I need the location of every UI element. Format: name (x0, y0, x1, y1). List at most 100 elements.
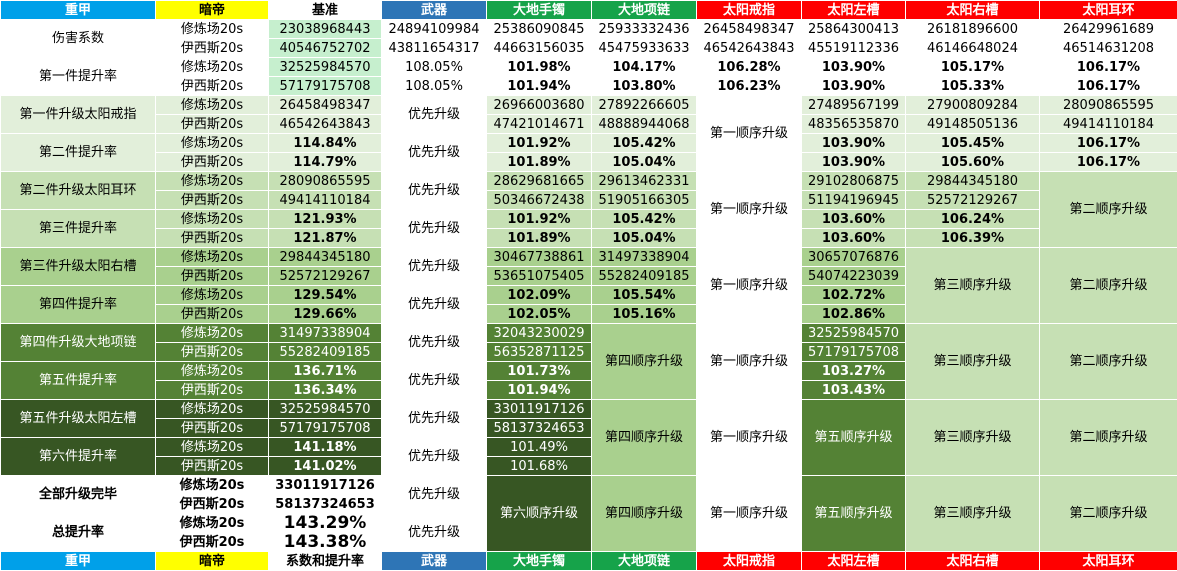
cell[interactable]: 105.45% (906, 134, 1040, 153)
cell[interactable]: 105.16% (592, 305, 697, 324)
cell[interactable]: 第三顺序升级 (906, 324, 1040, 400)
cell[interactable]: 106.17% (1040, 153, 1177, 172)
cell[interactable]: 102.72% (802, 286, 906, 305)
cell[interactable]: 23038968443 (269, 20, 382, 39)
cell[interactable]: 32043230029 (487, 324, 592, 343)
cell[interactable]: 103.80% (592, 77, 697, 96)
cell[interactable]: 第一顺序升级 (697, 400, 802, 476)
cell[interactable]: 第一顺序升级 (697, 324, 802, 400)
cell[interactable]: 51194196945 (802, 191, 906, 210)
cell[interactable]: 修炼场20s (156, 96, 269, 115)
cell[interactable]: 优先升级 (382, 362, 487, 400)
cell[interactable]: 伊西斯20s (156, 39, 269, 58)
header-cell[interactable]: 暗帝 (156, 1, 269, 20)
cell[interactable]: 26458498347 (269, 96, 382, 115)
cell[interactable]: 26966003680 (487, 96, 592, 115)
cell[interactable]: 修炼场20s (156, 362, 269, 381)
cell[interactable]: 优先升级 (382, 248, 487, 286)
cell[interactable]: 29844345180 (906, 172, 1040, 191)
cell[interactable]: 优先升级 (382, 172, 487, 210)
cell[interactable]: 44663156035 (487, 39, 592, 58)
row-label[interactable]: 第二件升级太阳耳环 (1, 172, 156, 210)
cell[interactable]: 25864300413 (802, 20, 906, 39)
cell[interactable]: 31497338904 (592, 248, 697, 267)
cell[interactable]: 第一顺序升级 (697, 248, 802, 324)
cell[interactable]: 103.27% (802, 362, 906, 381)
header-cell[interactable]: 重甲 (1, 1, 156, 20)
cell[interactable]: 103.90% (802, 153, 906, 172)
cell[interactable]: 29844345180 (269, 248, 382, 267)
cell[interactable]: 58137324653 (487, 419, 592, 438)
cell[interactable]: 49414110184 (269, 191, 382, 210)
cell[interactable]: 143.38% (269, 533, 382, 552)
cell[interactable]: 101.94% (487, 77, 592, 96)
footer-cell[interactable]: 系数和提升率 (269, 552, 382, 571)
cell[interactable]: 伊西斯20s (156, 267, 269, 286)
cell[interactable]: 优先升级 (382, 286, 487, 324)
cell[interactable]: 27892266605 (592, 96, 697, 115)
cell[interactable]: 101.92% (487, 134, 592, 153)
cell[interactable]: 31497338904 (269, 324, 382, 343)
cell[interactable]: 105.42% (592, 134, 697, 153)
cell[interactable]: 第三顺序升级 (906, 248, 1040, 324)
cell[interactable]: 32525984570 (269, 58, 382, 77)
cell[interactable]: 129.66% (269, 305, 382, 324)
cell[interactable]: 伊西斯20s (156, 533, 269, 552)
cell[interactable]: 103.90% (802, 77, 906, 96)
cell[interactable]: 103.90% (802, 58, 906, 77)
cell[interactable]: 修炼场20s (156, 438, 269, 457)
cell[interactable]: 第四顺序升级 (592, 476, 697, 552)
row-label[interactable]: 第二件提升率 (1, 134, 156, 172)
cell[interactable]: 伊西斯20s (156, 457, 269, 476)
cell[interactable]: 24894109984 (382, 20, 487, 39)
cell[interactable]: 第二顺序升级 (1040, 324, 1177, 400)
cell[interactable]: 第五顺序升级 (802, 400, 906, 476)
cell[interactable]: 49414110184 (1040, 115, 1177, 134)
cell[interactable]: 57179175708 (269, 419, 382, 438)
cell[interactable]: 伊西斯20s (156, 381, 269, 400)
cell[interactable]: 第三顺序升级 (906, 476, 1040, 552)
cell[interactable]: 101.92% (487, 210, 592, 229)
cell[interactable]: 32525984570 (802, 324, 906, 343)
cell[interactable]: 106.39% (906, 229, 1040, 248)
cell[interactable]: 第一顺序升级 (697, 172, 802, 248)
footer-cell[interactable]: 太阳右槽 (906, 552, 1040, 571)
cell[interactable]: 106.23% (697, 77, 802, 96)
cell[interactable]: 105.42% (592, 210, 697, 229)
cell[interactable]: 52572129267 (906, 191, 1040, 210)
footer-cell[interactable]: 大地项链 (592, 552, 697, 571)
cell[interactable]: 33011917126 (269, 476, 382, 495)
row-label[interactable]: 第三件升级太阳右槽 (1, 248, 156, 286)
row-label[interactable]: 第一件升级太阳戒指 (1, 96, 156, 134)
cell[interactable]: 第四顺序升级 (592, 324, 697, 400)
cell[interactable]: 第二顺序升级 (1040, 400, 1177, 476)
row-label[interactable]: 总提升率 (1, 514, 156, 552)
footer-cell[interactable]: 武器 (382, 552, 487, 571)
cell[interactable]: 第六顺序升级 (487, 476, 592, 552)
cell[interactable]: 106.17% (1040, 134, 1177, 153)
footer-cell[interactable]: 重甲 (1, 552, 156, 571)
cell[interactable]: 143.29% (269, 514, 382, 533)
cell[interactable]: 48888944068 (592, 115, 697, 134)
cell[interactable]: 伊西斯20s (156, 77, 269, 96)
cell[interactable]: 第一顺序升级 (697, 96, 802, 172)
cell[interactable]: 修炼场20s (156, 400, 269, 419)
cell[interactable]: 105.04% (592, 229, 697, 248)
cell[interactable]: 25933332436 (592, 20, 697, 39)
cell[interactable]: 29613462331 (592, 172, 697, 191)
footer-cell[interactable]: 大地手镯 (487, 552, 592, 571)
cell[interactable]: 伊西斯20s (156, 191, 269, 210)
header-cell[interactable]: 太阳左槽 (802, 1, 906, 20)
cell[interactable]: 修炼场20s (156, 172, 269, 191)
cell[interactable]: 修炼场20s (156, 324, 269, 343)
cell[interactable]: 106.17% (1040, 58, 1177, 77)
cell[interactable]: 26429961689 (1040, 20, 1177, 39)
cell[interactable]: 第一顺序升级 (697, 476, 802, 552)
cell[interactable]: 26458498347 (697, 20, 802, 39)
cell[interactable]: 25386090845 (487, 20, 592, 39)
cell[interactable]: 106.28% (697, 58, 802, 77)
cell[interactable]: 优先升级 (382, 210, 487, 248)
cell[interactable]: 51905166305 (592, 191, 697, 210)
cell[interactable]: 101.89% (487, 153, 592, 172)
cell[interactable]: 57179175708 (802, 343, 906, 362)
